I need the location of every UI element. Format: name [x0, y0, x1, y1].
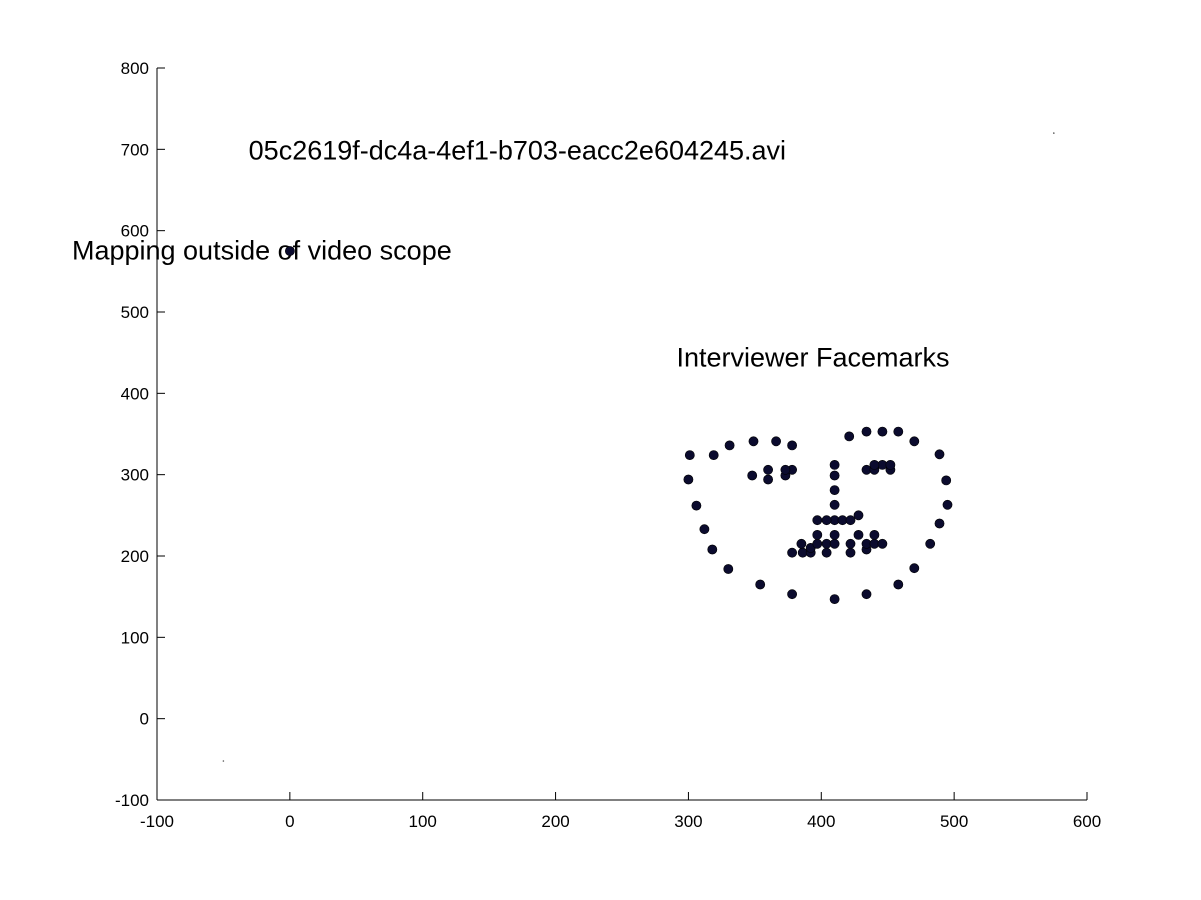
y-tick-label: 700 [121, 140, 149, 159]
data-point [796, 538, 807, 549]
data-point [708, 450, 719, 460]
data-point [707, 544, 718, 555]
data-point [845, 547, 856, 558]
data-point [829, 538, 840, 549]
y-tick-label: -100 [115, 791, 149, 810]
data-point [829, 485, 840, 495]
data-point [691, 500, 702, 511]
data-point [869, 530, 880, 540]
x-tick-label: 100 [409, 812, 437, 831]
y-tick-label: 0 [140, 710, 149, 729]
x-tick-label: 600 [1073, 812, 1101, 831]
data-point [909, 436, 920, 447]
data-point [829, 499, 840, 510]
data-point [909, 563, 920, 574]
x-tick-label: -100 [140, 812, 174, 831]
y-tick-label: 800 [121, 59, 149, 78]
data-point [812, 530, 823, 540]
data-point [861, 426, 872, 437]
data-point [755, 579, 766, 590]
data-point [222, 760, 225, 762]
data-point [861, 589, 872, 600]
data-point [821, 547, 832, 558]
data-point [877, 538, 888, 549]
data-point [934, 518, 945, 529]
data-point [829, 459, 840, 470]
data-point [747, 470, 758, 481]
data-point [829, 594, 840, 604]
y-tick-label: 500 [121, 303, 149, 322]
data-point [893, 426, 904, 437]
data-point [684, 450, 695, 460]
data-point [853, 530, 864, 540]
x-tick-label: 0 [285, 812, 294, 831]
data-point [787, 547, 797, 558]
x-tick-label: 200 [541, 812, 569, 831]
axes: -100 0 100 200 300 400 500 600 -100 0 100 200 300 400… [115, 59, 1101, 831]
data-point [780, 464, 791, 475]
data-point [763, 464, 773, 475]
data-point [699, 524, 710, 535]
x-tick-label: 300 [674, 812, 702, 831]
data-point [934, 449, 945, 460]
chart-annotation: Mapping outside of video scope [72, 235, 452, 265]
chart-annotation: Interviewer Facemarks [676, 343, 949, 373]
data-point [787, 589, 797, 600]
data-point [723, 564, 734, 574]
data-point [812, 538, 823, 549]
data-point [724, 440, 735, 451]
data-points [222, 132, 1055, 762]
data-point [787, 440, 797, 451]
data-point [941, 475, 952, 486]
data-point [771, 436, 781, 447]
chart-annotation: 05c2619f-dc4a-4ef1-b703-eacc2e604245.avi [249, 135, 786, 165]
data-point [845, 515, 856, 526]
data-point [845, 538, 856, 549]
data-point [893, 579, 904, 590]
x-tick-label: 500 [940, 812, 968, 831]
data-point [829, 530, 840, 540]
data-point [942, 499, 953, 510]
y-tick-label: 300 [121, 466, 149, 485]
data-point [812, 515, 823, 526]
data-point [284, 246, 295, 256]
x-tick-label: 400 [807, 812, 835, 831]
data-point [925, 538, 936, 549]
data-point [683, 474, 694, 485]
data-point [821, 515, 832, 526]
data-point [853, 510, 864, 521]
data-point [748, 436, 759, 447]
data-point [844, 431, 855, 442]
data-point [869, 459, 880, 470]
data-point [1053, 132, 1055, 134]
annotations: 05c2619f-dc4a-4ef1-b703-eacc2e604245.avi… [72, 135, 950, 372]
data-point [885, 459, 896, 470]
data-point [829, 470, 840, 481]
y-tick-label: 400 [121, 384, 149, 403]
data-point [877, 426, 888, 437]
y-tick-label: 100 [121, 628, 149, 647]
y-tick-label: 600 [121, 222, 149, 241]
y-tick-label: 200 [121, 547, 149, 566]
data-point [763, 474, 773, 485]
